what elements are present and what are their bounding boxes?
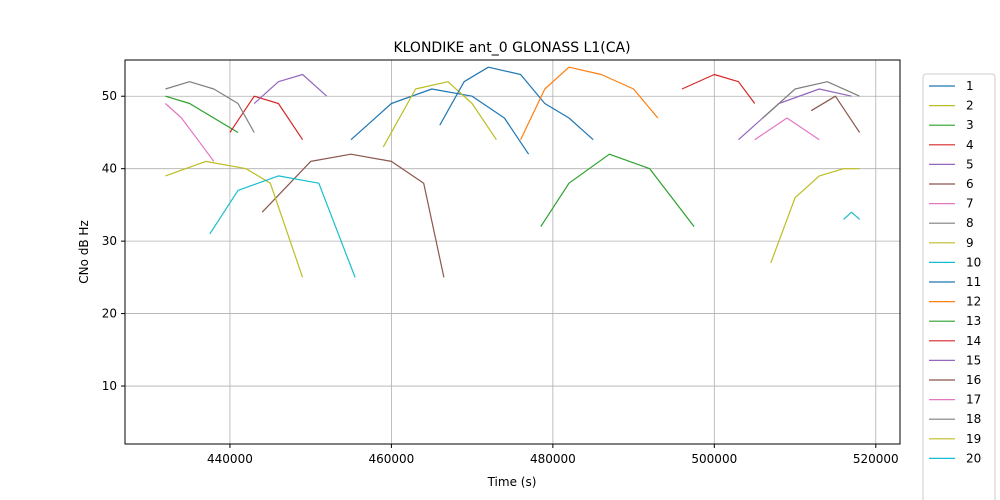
legend-label-5: 5 (966, 157, 974, 171)
grid-lines (125, 60, 900, 444)
legend-label-13: 13 (966, 314, 981, 328)
series-18-line (762, 81, 860, 119)
x-tick-label: 440000 (207, 452, 253, 466)
legend-label-9: 9 (966, 236, 974, 250)
series-14-line (681, 73, 756, 104)
legend-label-4: 4 (966, 138, 974, 152)
series-11-line (439, 66, 594, 141)
legend-label-19: 19 (966, 432, 981, 446)
y-tick-label: 30 (102, 234, 117, 248)
legend-label-6: 6 (966, 177, 974, 191)
legend-frame (922, 73, 996, 500)
chart-title: KLONDIKE ant_0 GLONASS L1(CA) (393, 40, 630, 56)
series-10-line (209, 175, 356, 278)
y-tick-label: 50 (102, 89, 117, 103)
series-layer (164, 66, 861, 278)
series-15-line (738, 88, 852, 141)
legend-label-2: 2 (966, 99, 974, 113)
series-7-line (164, 103, 215, 162)
series-16-line (810, 95, 861, 133)
legend-label-17: 17 (966, 393, 981, 407)
y-tick-label: 20 (102, 307, 117, 321)
series-6-line (261, 153, 445, 278)
x-axis-ticks: 440000 460000 480000 500000 520000 (207, 444, 899, 466)
series-12-line (520, 66, 659, 140)
x-axis-label: Time (s) (487, 475, 537, 489)
x-tick-label: 460000 (369, 452, 415, 466)
legend-label-12: 12 (966, 295, 981, 309)
x-tick-label: 480000 (530, 452, 576, 466)
legend-label-8: 8 (966, 216, 974, 230)
legend-label-11: 11 (966, 275, 981, 289)
series-17-line (754, 117, 820, 141)
series-19-line (770, 168, 860, 264)
series-13-line (540, 153, 695, 227)
series-9-line (165, 160, 304, 278)
y-axis-label: CNo dB Hz (77, 220, 91, 284)
legend-label-16: 16 (966, 373, 981, 387)
legend-label-14: 14 (966, 334, 981, 348)
y-axis-ticks: 10 20 30 40 50 (102, 89, 125, 393)
series-5-line (253, 73, 328, 104)
legend-label-3: 3 (966, 118, 974, 132)
legend-label-1: 1 (966, 79, 974, 93)
legend-label-20: 20 (966, 451, 981, 465)
legend-label-15: 15 (966, 353, 981, 367)
legend-label-18: 18 (966, 412, 981, 426)
y-tick-label: 40 (102, 162, 117, 176)
legend-label-10: 10 (966, 255, 981, 269)
series-1-line (350, 88, 530, 155)
y-tick-label: 10 (102, 379, 117, 393)
plot-area-frame (124, 59, 901, 445)
series-2-line (382, 81, 497, 148)
series-4-line (229, 95, 304, 141)
legend-label-7: 7 (966, 197, 974, 211)
series-20-line (843, 211, 861, 220)
series-8-line (165, 81, 255, 133)
x-tick-label: 520000 (853, 452, 899, 466)
series-3-line (165, 95, 239, 134)
x-tick-label: 500000 (691, 452, 737, 466)
